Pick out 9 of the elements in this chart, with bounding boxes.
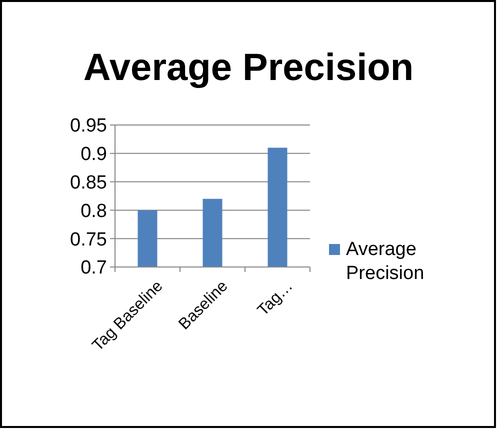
y-tick-label: 0.95 xyxy=(70,116,107,137)
y-tick-label: 0.7 xyxy=(80,258,107,279)
x-tick-label: Tag… xyxy=(254,278,296,320)
y-tick-label: 0.85 xyxy=(70,172,107,194)
chart-title: Average Precision xyxy=(83,47,414,89)
legend-label: Average Precision xyxy=(346,239,424,284)
y-tick-label: 0.75 xyxy=(70,229,107,250)
y-tick-label: 0.8 xyxy=(80,200,107,222)
y-tick-label: 0.9 xyxy=(80,144,107,166)
